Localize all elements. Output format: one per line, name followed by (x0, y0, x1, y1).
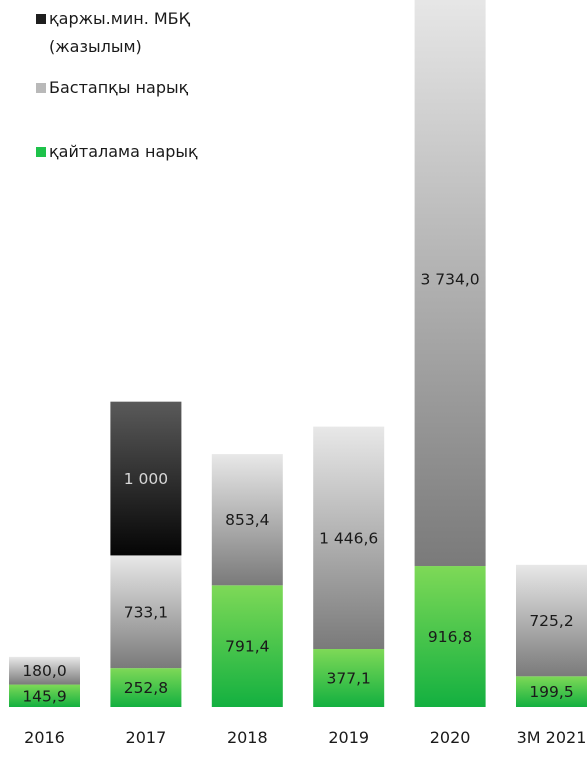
data-label-primary-2: 853,4 (225, 511, 269, 529)
bars (9, 0, 587, 707)
x-tick-label-5: 3М 2021 (517, 728, 587, 747)
legend-label-minfin: қаржы.мин. МБҚ (49, 9, 191, 28)
data-label-secondary-4: 916,8 (428, 628, 472, 646)
legend-label-primary: Бастапқы нарық (49, 78, 189, 97)
bar-secondary-0 (9, 684, 80, 707)
data-label-primary-4: 3 734,0 (421, 270, 480, 288)
bar-primary-3 (313, 426, 385, 650)
data-label-primary-0: 180,0 (22, 662, 66, 680)
x-axis-ticks: 2016 2017 2018 2019 2020 3М 2021 (24, 728, 586, 747)
data-label-secondary-5: 199,5 (529, 683, 573, 701)
x-tick-label-0: 2016 (24, 728, 65, 747)
legend-swatch-minfin (36, 14, 46, 24)
data-labels: 145,9 180,0 252,8 733,1 1 000 791,4 853,4 377,1… (22, 270, 573, 705)
bar-secondary-3 (313, 649, 385, 707)
data-label-primary-3: 1 446,6 (319, 529, 378, 547)
legend: қаржы.мин. МБҚ (жазылым) Бастапқы нарық … (36, 9, 198, 161)
legend-label-secondary: қайталама нарық (49, 142, 198, 161)
x-tick-label-1: 2017 (126, 728, 167, 747)
legend-swatch-primary (36, 83, 46, 93)
legend-swatch-secondary (36, 147, 46, 157)
x-tick-label-4: 2020 (430, 728, 471, 747)
bar-primary-4 (414, 0, 486, 567)
bar-minfin-1 (110, 401, 182, 556)
data-label-secondary-1: 252,8 (124, 679, 168, 697)
x-tick-label-3: 2019 (328, 728, 369, 747)
legend-label-minfin-sub: (жазылым) (49, 37, 142, 56)
x-tick-label-2: 2018 (227, 728, 268, 747)
data-label-secondary-0: 145,9 (22, 687, 66, 705)
bar-secondary-1 (110, 668, 182, 707)
bar-secondary-4 (414, 566, 486, 707)
bar-primary-0 (9, 656, 80, 685)
data-label-minfin-1: 1 000 (124, 470, 168, 488)
data-label-primary-1: 733,1 (124, 603, 168, 621)
bar-primary-1 (110, 555, 182, 669)
data-label-primary-5: 725,2 (529, 612, 573, 630)
bar-primary-2 (211, 454, 283, 586)
bar-primary-5 (516, 564, 587, 677)
data-label-secondary-3: 377,1 (327, 670, 371, 688)
bar-secondary-5 (516, 676, 587, 707)
bar-secondary-2 (211, 585, 283, 707)
data-label-secondary-2: 791,4 (225, 638, 269, 656)
